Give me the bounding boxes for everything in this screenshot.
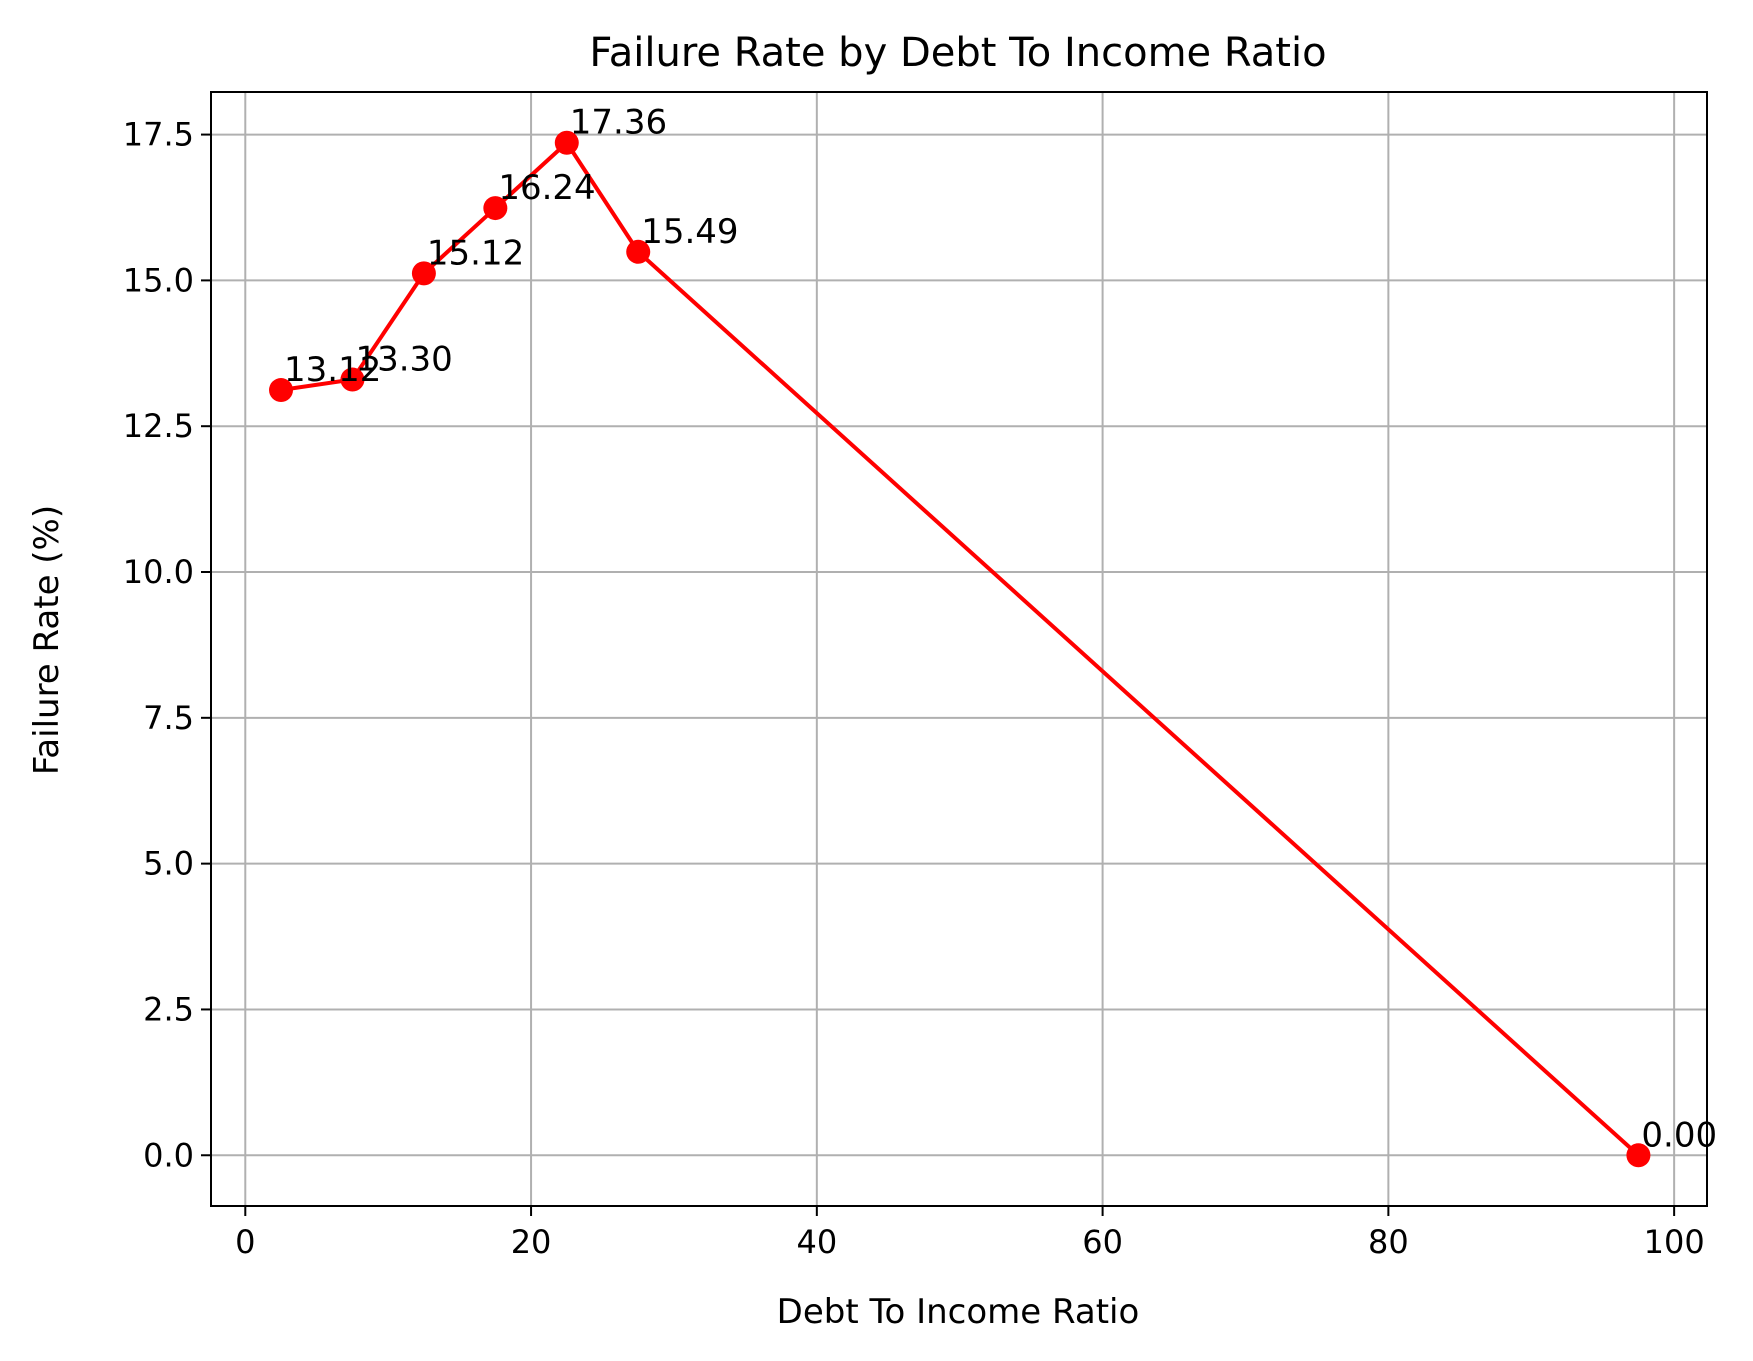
y-tick-label: 5.0 bbox=[143, 845, 194, 883]
y-axis-ticks: 0.0 2.5 5.0 7.5 10.0 12.5 15.0 17.5 bbox=[123, 116, 211, 1174]
y-tick-label: 17.5 bbox=[123, 116, 194, 154]
chart-title: Failure Rate by Debt To Income Ratio bbox=[589, 30, 1326, 76]
x-tick-label: 20 bbox=[511, 1223, 552, 1261]
x-tick-label: 40 bbox=[796, 1223, 837, 1261]
data-point bbox=[626, 239, 651, 264]
marker-layer bbox=[269, 130, 1651, 1168]
data-label: 17.36 bbox=[570, 103, 667, 143]
data-label: 15.49 bbox=[641, 212, 738, 252]
data-label: 13.30 bbox=[355, 340, 452, 380]
y-tick-label: 12.5 bbox=[123, 407, 194, 445]
y-tick-label: 10.0 bbox=[123, 553, 194, 591]
data-point bbox=[554, 130, 579, 155]
y-axis-label: Failure Rate (%) bbox=[27, 505, 67, 775]
data-point bbox=[1626, 1143, 1651, 1168]
data-point bbox=[340, 367, 365, 392]
x-axis-label: Debt To Income Ratio bbox=[777, 1292, 1140, 1332]
x-axis-ticks: 0 20 40 60 80 100 bbox=[235, 1206, 1705, 1261]
data-point bbox=[411, 261, 436, 286]
data-label: 13.12 bbox=[284, 350, 381, 390]
x-tick-label: 100 bbox=[1644, 1223, 1705, 1261]
y-tick-label: 7.5 bbox=[143, 699, 194, 737]
data-label: 15.12 bbox=[427, 233, 524, 273]
data-point bbox=[269, 378, 294, 403]
x-tick-label: 0 bbox=[235, 1223, 255, 1261]
data-label: 16.24 bbox=[498, 168, 595, 208]
x-tick-label: 60 bbox=[1082, 1223, 1123, 1261]
y-tick-label: 15.0 bbox=[123, 261, 194, 299]
data-label: 0.00 bbox=[1641, 1115, 1717, 1155]
x-tick-label: 80 bbox=[1368, 1223, 1409, 1261]
grid-lines bbox=[211, 92, 1707, 1206]
plot-frame bbox=[210, 91, 1708, 1207]
data-point bbox=[483, 196, 508, 221]
y-tick-label: 2.5 bbox=[143, 990, 194, 1028]
y-tick-label: 0.0 bbox=[143, 1136, 194, 1174]
